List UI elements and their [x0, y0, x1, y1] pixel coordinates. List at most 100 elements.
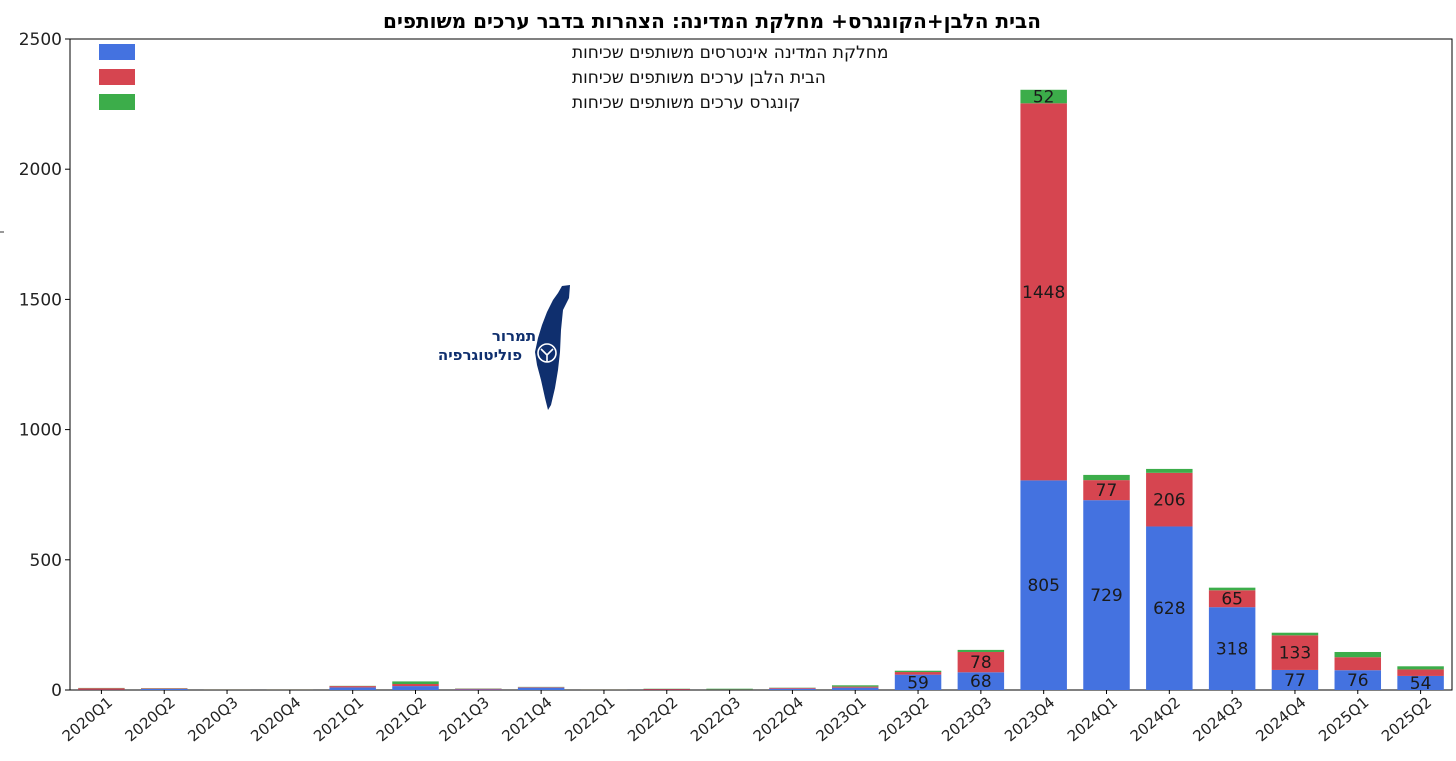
x-tick-label: 2020Q3	[184, 693, 241, 745]
bars-group	[78, 89, 1444, 690]
bar-segment	[1083, 474, 1130, 481]
bar-segment	[1146, 526, 1193, 690]
legend-swatch	[99, 44, 135, 60]
data-label: 318	[1216, 640, 1248, 660]
bar-segment	[1334, 670, 1382, 690]
bar-segment	[894, 670, 942, 673]
x-tick-label: 2022Q3	[687, 693, 744, 745]
bar-segment	[1271, 632, 1319, 636]
bar-segment	[517, 687, 565, 690]
x-tick-label: 2020Q4	[247, 693, 304, 745]
y-tick-label: 2500	[19, 30, 62, 50]
bar-segment	[643, 688, 691, 690]
bar-segment	[706, 688, 753, 690]
x-tick-label: 2021Q3	[436, 693, 493, 745]
x-tick-label: 2023Q4	[1001, 693, 1058, 745]
y-tick-label: 2000	[19, 160, 62, 180]
data-label: 77	[1096, 481, 1118, 501]
legend: מחלקת המדינה אינטרסים משותפים שכיחות הבית…	[99, 43, 888, 113]
bar-segment	[78, 688, 125, 690]
bar-segment	[1208, 607, 1256, 690]
x-tick-label: 2022Q1	[561, 693, 618, 745]
bar-segment	[1334, 657, 1382, 671]
legend-label: קונגרס ערכים משותפים שכיחות	[572, 93, 801, 113]
bar-segment	[1020, 103, 1067, 481]
bar-segment	[1083, 500, 1130, 690]
bar-segment	[392, 681, 439, 685]
data-label: 77	[1284, 671, 1306, 691]
bar-segment	[1083, 480, 1130, 501]
bar-segment	[1146, 468, 1193, 473]
bar-segment	[957, 672, 1005, 690]
data-label: 54	[1410, 674, 1432, 694]
bar-segment	[140, 688, 188, 689]
bar-segment	[1397, 666, 1444, 670]
x-tick-label: 2020Q2	[122, 693, 179, 745]
bar-segment	[769, 687, 816, 689]
x-tick-label: 2022Q4	[750, 693, 807, 745]
data-label: 805	[1027, 576, 1059, 596]
legend-label: מחלקת המדינה אינטרסים משותפים שכיחות	[572, 43, 888, 63]
data-label: 59	[907, 673, 929, 693]
bar-segment	[392, 684, 439, 687]
x-tick-label: 2023Q2	[875, 693, 932, 745]
bar-segment	[831, 686, 879, 688]
bar-segment	[1397, 669, 1444, 676]
bar-segment	[1020, 480, 1067, 690]
x-tick-label: 2021Q2	[373, 693, 430, 745]
legend-label: הבית הלבן ערכים משותפים שכיחות	[572, 68, 826, 88]
data-label: 78	[970, 653, 992, 673]
y-tick-label: 0	[51, 681, 62, 701]
x-tick-label: 2025Q2	[1378, 693, 1435, 745]
y-tick-label: 1000	[19, 421, 62, 441]
data-label: 133	[1279, 644, 1311, 664]
data-label: 65	[1221, 590, 1243, 610]
bar-segment	[957, 649, 1005, 652]
data-label: 52	[1033, 88, 1055, 108]
x-tick-label: 2024Q2	[1127, 693, 1184, 745]
x-tick-label: 2022Q2	[624, 693, 681, 745]
bar-segment	[1208, 590, 1256, 608]
bar-segment	[140, 688, 188, 690]
bar-segment	[1271, 635, 1319, 670]
data-label: 628	[1153, 599, 1185, 619]
bar-segment	[455, 688, 502, 690]
bar-segment	[831, 687, 879, 690]
bar-segment	[455, 689, 502, 690]
plot-frame	[69, 38, 1453, 691]
bar-segment	[831, 685, 879, 687]
bar-segment	[894, 672, 942, 675]
legend-swatch	[99, 69, 135, 85]
bar-segment	[329, 687, 376, 690]
bar-segment	[1271, 669, 1319, 690]
x-tick-label: 2021Q4	[499, 693, 556, 745]
bar-segment	[1020, 89, 1067, 104]
watermark-line1: תמרור	[492, 327, 536, 345]
chart-title: הבית הלבן+הקונגרס+ מחלקת המדינה: הצהרות …	[383, 9, 1041, 33]
bar-segment	[1146, 472, 1193, 527]
x-tick-label: 2024Q1	[1064, 693, 1121, 745]
bar-segment	[1208, 587, 1256, 591]
watermark-line2: פוליטוגרפיה	[438, 346, 522, 364]
x-tick-label: 2020Q1	[59, 693, 116, 745]
watermark-logo: תמרור פוליטוגרפיה	[438, 285, 570, 410]
bar-segment	[894, 674, 942, 690]
bar-segment	[1397, 675, 1444, 690]
bar-segment	[329, 686, 376, 688]
x-tick-label: 2023Q1	[813, 693, 870, 745]
x-tick-label: 2024Q4	[1252, 693, 1309, 745]
x-tick-label: 2021Q1	[310, 693, 367, 745]
bar-segment	[769, 688, 816, 690]
bar-segment	[517, 687, 565, 688]
data-label: 1448	[1022, 283, 1065, 303]
bar-segment	[392, 686, 439, 690]
x-tick-label: 2024Q3	[1190, 693, 1247, 745]
bar-segment	[957, 651, 1005, 673]
legend-swatch	[99, 94, 135, 110]
x-tick-label: 2023Q3	[938, 693, 995, 745]
data-label: 68	[970, 672, 992, 692]
data-label: 76	[1347, 671, 1369, 691]
y-tick-label: 1500	[19, 290, 62, 310]
